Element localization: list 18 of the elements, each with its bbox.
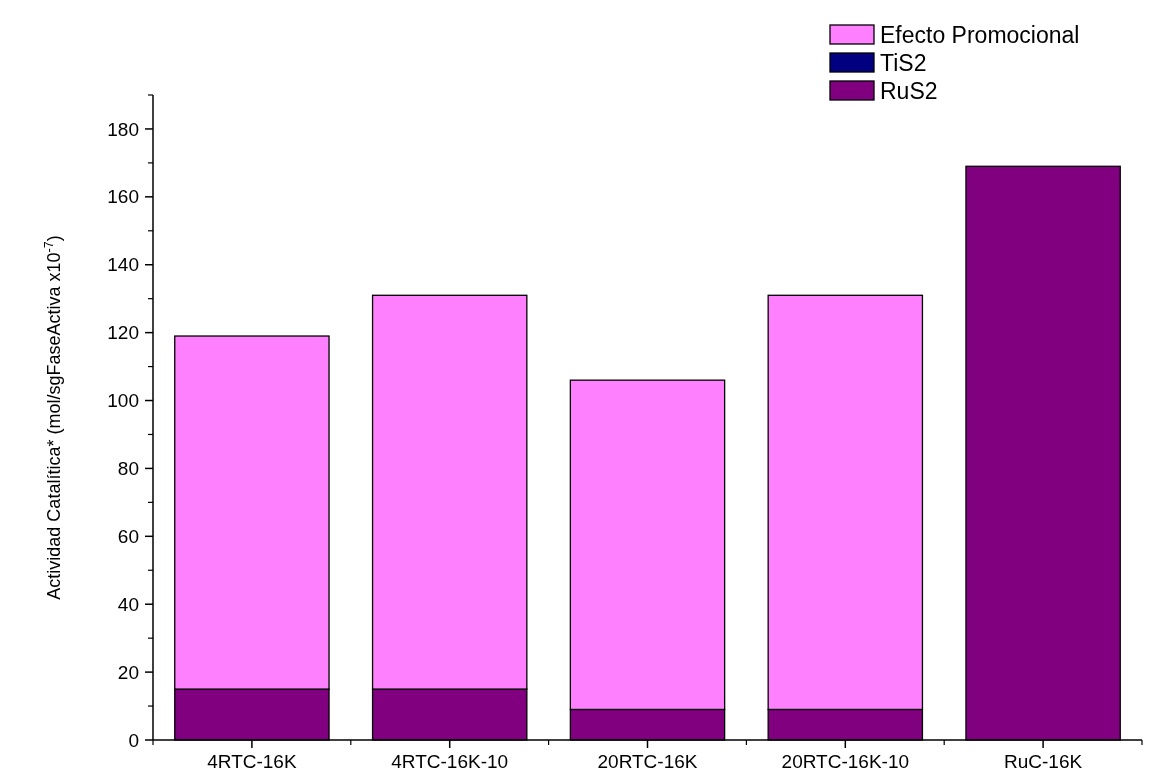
y-tick-label: 80 [117,458,139,480]
x-tick-label: 4RTC-16K [207,751,297,772]
y-tick-label: 120 [107,322,139,344]
legend-label: RuS2 [880,78,938,105]
x-tick-label: 20RTC-16K [597,751,698,772]
x-tick-label: RuC-16K [1004,751,1083,772]
y-tick-label: 100 [107,390,139,412]
y-tick-label: 20 [117,661,139,683]
x-tick-label: 4RTC-16K-10 [391,751,509,772]
legend-label: TiS2 [880,50,927,77]
legend-label: Efecto Promocional [880,22,1080,49]
y-tick-label: 60 [117,525,139,547]
y-tick-label: 180 [107,118,139,140]
y-tick-label: 160 [107,186,139,208]
x-tick-label: 20RTC-16K-10 [781,751,910,772]
y-tick-label: 0 [128,729,139,751]
y-tick-label: 40 [117,593,139,615]
y-tick-label: 140 [107,254,139,276]
